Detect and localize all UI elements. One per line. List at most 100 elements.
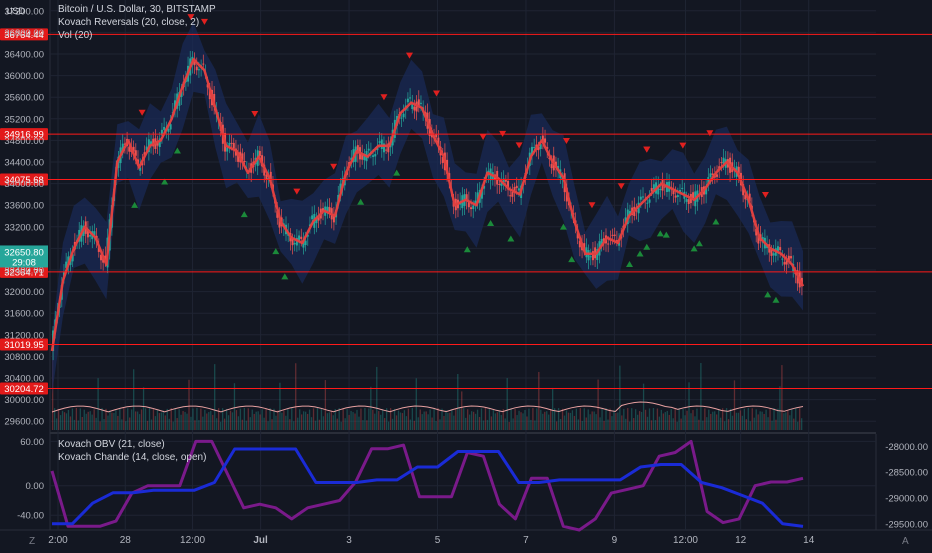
volume-bar (140, 409, 143, 430)
volume-bar (308, 409, 311, 430)
current-price-badge (0, 245, 48, 268)
volume-bar (83, 409, 85, 430)
indicator-volume[interactable]: Vol (20) (58, 30, 93, 41)
candle-body (339, 183, 342, 193)
candle-body (134, 150, 137, 156)
volume-bar (417, 417, 419, 430)
volume-bar (579, 408, 581, 430)
volume-bar (692, 410, 694, 430)
candle-body (265, 174, 268, 180)
volume-bar (172, 421, 174, 430)
volume-bar (239, 408, 242, 430)
volume-bar (385, 408, 388, 430)
candle-body (659, 188, 662, 190)
volume-bar (61, 410, 64, 430)
volume-bar (368, 408, 370, 430)
candle-body (611, 234, 614, 236)
candle-body (232, 142, 235, 149)
volume-bar (306, 413, 309, 430)
volume-bar (271, 419, 273, 430)
volume-bar (208, 412, 210, 430)
candle-body (663, 186, 666, 188)
volume-bar (656, 408, 659, 430)
sell-signal-marker (515, 142, 523, 149)
sell-signal-marker (433, 90, 441, 97)
volume-bar (397, 410, 400, 430)
buy-signal-marker (173, 147, 181, 154)
price-axis-tick: 29600.00 (4, 417, 44, 428)
time-axis-tick: 14 (803, 535, 815, 546)
volume-bar (532, 408, 534, 430)
volume-bar (156, 410, 159, 430)
volume-bar (370, 386, 372, 430)
volume-histogram (52, 347, 803, 430)
volume-bar (387, 421, 390, 430)
volume-bar (241, 419, 244, 430)
candle-body (163, 126, 166, 130)
volume-bar (441, 408, 443, 430)
price-level-label: 32364.71 (4, 267, 44, 278)
volume-bar (648, 408, 651, 430)
volume-bar (492, 409, 495, 430)
candle-body (476, 192, 479, 204)
volume-bar (113, 412, 115, 430)
volume-bar (405, 416, 408, 430)
candle-body (409, 97, 412, 99)
candle-body (150, 141, 153, 145)
candle-body (685, 199, 688, 202)
volume-bar (799, 408, 801, 430)
volume-bar (540, 409, 542, 430)
timezone-icon[interactable]: Z (29, 536, 36, 547)
indicator-kovach-obv[interactable]: Kovach OBV (21, close) (58, 439, 165, 450)
volume-bar (304, 411, 307, 430)
auto-scale-icon[interactable]: A (902, 536, 909, 547)
symbol-title[interactable]: Bitcoin / U.S. Dollar, 30, BITSTAMP (58, 4, 216, 15)
candle-body (755, 228, 758, 236)
buy-signal-marker (240, 211, 248, 218)
volume-bar (721, 408, 724, 430)
volume-bar (751, 408, 753, 430)
candle-body (152, 138, 155, 147)
volume-bar (461, 391, 463, 430)
candle-body (596, 248, 599, 261)
candle-body (790, 256, 793, 259)
candle-body (269, 171, 272, 182)
volume-bar (710, 413, 712, 430)
buy-signal-marker (772, 296, 780, 303)
volume-bar (107, 415, 109, 430)
volume-bar (93, 409, 95, 430)
candle-body (672, 189, 675, 195)
volume-bar (763, 413, 765, 430)
volume-bar (650, 420, 653, 430)
volume-bar (553, 408, 556, 430)
volume-bar (664, 412, 666, 430)
volume-moving-average (51, 401, 804, 413)
volume-bar (360, 408, 362, 430)
price-axis-tick: 35600.00 (4, 93, 44, 104)
candle-body (657, 185, 660, 195)
candle-body (472, 205, 475, 210)
candle-body (243, 160, 246, 163)
volume-bar (273, 408, 275, 430)
buy-signal-marker (131, 201, 139, 208)
volume-bar (577, 419, 579, 430)
candle-body (615, 240, 618, 242)
volume-bar (797, 421, 799, 430)
volume-bar (328, 412, 330, 430)
candle-body (783, 262, 786, 265)
indicator-kovach-chande[interactable]: Kovach Chande (14, close, open) (58, 452, 207, 463)
volume-bar (696, 408, 698, 430)
sell-signal-marker (617, 183, 625, 190)
volume-bar (297, 417, 299, 430)
volume-bar (795, 408, 797, 430)
indicator-kovach-reversals[interactable]: Kovach Reversals (20, close, 2) (58, 17, 200, 28)
volume-bar (168, 418, 170, 430)
price-axis-tick: 31200.00 (4, 330, 44, 341)
volume-bar (364, 408, 366, 430)
volume-bar (340, 421, 342, 430)
volume-bar (605, 408, 607, 430)
volume-bar (419, 409, 421, 430)
volume-bar (103, 418, 105, 430)
